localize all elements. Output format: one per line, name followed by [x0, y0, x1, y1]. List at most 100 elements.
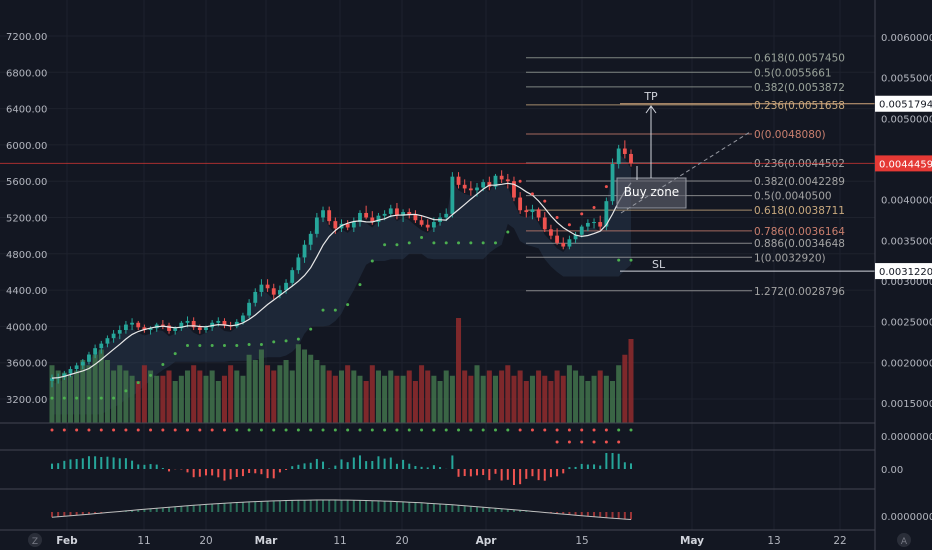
oscillator-bar — [266, 501, 269, 512]
oscillator-line — [51, 499, 632, 520]
signal-dot — [62, 428, 66, 432]
oscillator-bar — [100, 512, 103, 514]
x-axis-label: 15 — [575, 535, 588, 547]
trend-dot — [543, 199, 547, 203]
volume-bar — [573, 370, 579, 423]
histogram-bar — [432, 465, 435, 469]
candle-body — [358, 212, 362, 223]
trend-dot — [321, 308, 325, 312]
volume-bar — [234, 370, 240, 423]
signal-dot — [407, 428, 411, 432]
histogram-bar — [229, 469, 232, 480]
histogram-bar — [389, 457, 392, 469]
oscillator-bar — [383, 501, 386, 512]
trend-dot — [161, 363, 165, 367]
candle-body — [87, 354, 91, 362]
volume-bar — [560, 375, 566, 423]
oscillator-bar — [81, 512, 84, 515]
volume-bar — [271, 370, 277, 423]
candle-body — [290, 270, 295, 283]
candle-body — [530, 209, 535, 213]
oscillator-bar — [451, 504, 454, 512]
trend-dot — [235, 343, 239, 347]
signal-dot — [604, 428, 608, 432]
signal-dot — [395, 428, 399, 432]
volume-bar — [283, 360, 289, 423]
oscillator-bar — [143, 509, 146, 512]
trend-dot — [592, 206, 596, 210]
oscillator-bar — [63, 512, 66, 517]
candle-body — [68, 369, 73, 374]
oscillator-bar — [51, 512, 53, 518]
volume-bar — [431, 375, 437, 423]
histogram-bar — [260, 469, 263, 475]
support-cloud-area — [52, 153, 631, 415]
oscillator-bar — [291, 500, 294, 512]
histogram-bar — [482, 469, 485, 476]
trend-dot — [444, 241, 448, 245]
trend-dot — [506, 230, 510, 234]
oscillator-bar — [278, 500, 281, 512]
volume-bar — [185, 370, 191, 423]
oscillator-bar — [340, 500, 343, 512]
candle-body — [167, 325, 171, 331]
trend-dot — [75, 396, 79, 400]
annotations[interactable]: Buy zone TP SL — [616, 90, 751, 271]
histogram-bar — [457, 469, 460, 477]
candle-body — [622, 148, 627, 154]
left-axis-tick: 3200.00 — [6, 395, 47, 406]
signal-dot — [567, 428, 571, 432]
candle-body — [284, 282, 288, 291]
histogram-bar — [488, 469, 491, 481]
oscillator-bar — [309, 500, 312, 512]
oscillator-bar — [272, 500, 275, 512]
trend-dot — [555, 216, 559, 219]
fib-level-label: 0.236(0.0044502 — [754, 158, 845, 170]
lower-indicator-panels[interactable] — [0, 0, 876, 550]
volume-bar — [480, 375, 486, 423]
oscillator-bar — [322, 500, 325, 512]
signal-dot — [87, 428, 91, 432]
candle-body — [259, 284, 264, 292]
oscillator-bar — [371, 500, 374, 512]
signal-dot — [481, 428, 485, 432]
volume-bar — [363, 381, 369, 423]
volume-bar — [616, 365, 622, 423]
volume-bar — [308, 354, 314, 423]
signal-dot — [247, 428, 251, 432]
volume-bar — [462, 370, 468, 423]
histogram-bar — [377, 456, 380, 469]
fibonacci-levels[interactable]: 0.618(0.0057450 0.5(0.0055661 0.382(0.0053… — [0, 53, 875, 298]
candle-body — [549, 229, 553, 236]
volume-bar — [492, 375, 498, 423]
candle-body — [475, 187, 479, 191]
x-axis-label: 11 — [333, 535, 346, 547]
price-tag-text: 0.0044459 — [879, 159, 932, 170]
right-axis-tick: 0.0015000 — [881, 399, 932, 410]
candle-body — [247, 302, 252, 316]
candle-body — [573, 234, 578, 240]
signal-dot — [469, 428, 473, 432]
signal-dot — [555, 428, 559, 432]
left-axis-tick: 3600.00 — [6, 359, 47, 370]
candle-body — [327, 210, 332, 222]
candle-body — [456, 176, 461, 185]
candle-body — [50, 378, 54, 381]
histogram-bar — [395, 463, 398, 469]
trend-dot — [309, 327, 313, 331]
volume-bar — [160, 375, 166, 423]
volume-bar — [542, 375, 548, 423]
signal-dot — [629, 428, 633, 432]
candle-body — [487, 182, 492, 187]
histogram-bar — [519, 469, 522, 485]
signal-dot — [149, 428, 153, 432]
candle-body — [111, 333, 116, 339]
left-axis-tick: 4000.00 — [6, 322, 47, 333]
volume-bar — [437, 381, 443, 423]
panel-axis-tick: 0.0000000 — [881, 432, 932, 443]
oscillator-bar — [432, 503, 435, 512]
candle-body — [321, 210, 325, 218]
trend-dot — [333, 308, 337, 312]
histogram-bar — [494, 469, 497, 474]
